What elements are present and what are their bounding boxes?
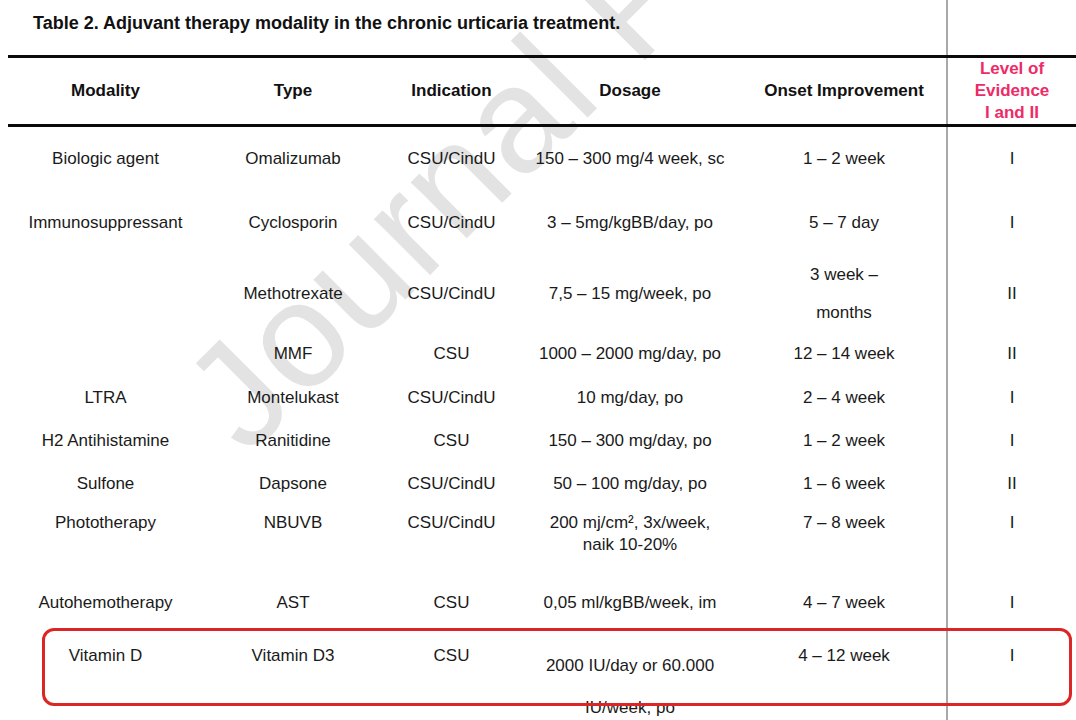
cell-evidence: I bbox=[948, 625, 1076, 720]
cell-onset: 5 – 7 day bbox=[740, 191, 948, 256]
cell-evidence: I bbox=[948, 582, 1076, 625]
cell-evidence: I bbox=[948, 126, 1076, 191]
cell-type: Omalizumab bbox=[203, 126, 383, 191]
cell-type: Montelukast bbox=[203, 377, 383, 420]
table-caption: Table 2. Adjuvant therapy modality in th… bbox=[33, 13, 620, 34]
table-row-ltra: LTRA Montelukast CSU/CindU 10 mg/day, po… bbox=[8, 377, 1076, 420]
cell-indication: CSU/CindU bbox=[383, 506, 520, 582]
cell-evidence: I bbox=[948, 191, 1076, 256]
cell-type: Dapsone bbox=[203, 463, 383, 506]
cell-onset: 12 – 14 week bbox=[740, 332, 948, 377]
table-row-methotrexate: Methotrexate CSU/CindU 7,5 – 15 mg/week,… bbox=[8, 256, 1076, 332]
table-row-h2-antihistamine: H2 Antihistamine Ranitidine CSU 150 – 30… bbox=[8, 420, 1076, 463]
cell-onset: 1 – 2 week bbox=[740, 126, 948, 191]
table-row-vitamin-d: Vitamin D Vitamin D3 CSU 2000 IU/day or … bbox=[8, 625, 1076, 720]
col-header-onset: Onset Improvement bbox=[740, 57, 948, 126]
cell-modality: Biologic agent bbox=[8, 126, 203, 191]
cell-modality: Immunosuppressant bbox=[8, 191, 203, 256]
cell-evidence: I bbox=[948, 506, 1076, 582]
cell-dosage: 2000 IU/day or 60.000 IU/week, po bbox=[520, 625, 740, 720]
cell-modality: Vitamin D bbox=[8, 625, 203, 720]
cell-indication: CSU/CindU bbox=[383, 191, 520, 256]
cell-onset: 2 – 4 week bbox=[740, 377, 948, 420]
table-row-biologic-agent: Biologic agent Omalizumab CSU/CindU 150 … bbox=[8, 126, 1076, 191]
col-header-type: Type bbox=[203, 57, 383, 126]
cell-indication: CSU bbox=[383, 332, 520, 377]
cell-evidence: I bbox=[948, 377, 1076, 420]
col-header-indication: Indication bbox=[383, 57, 520, 126]
cell-modality: H2 Antihistamine bbox=[8, 420, 203, 463]
cell-modality: Autohemotherapy bbox=[8, 582, 203, 625]
cell-evidence: I bbox=[948, 420, 1076, 463]
table-row-mmf: MMF CSU 1000 – 2000 mg/day, po 12 – 14 w… bbox=[8, 332, 1076, 377]
cell-dosage: 150 – 300 mg/day, po bbox=[520, 420, 740, 463]
cell-dosage: 50 – 100 mg/day, po bbox=[520, 463, 740, 506]
cell-dosage: 150 – 300 mg/4 week, sc bbox=[520, 126, 740, 191]
cell-dosage: 0,05 ml/kgBB/week, im bbox=[520, 582, 740, 625]
cell-onset: 1 – 6 week bbox=[740, 463, 948, 506]
cell-type: Ranitidine bbox=[203, 420, 383, 463]
cell-onset: 1 – 2 week bbox=[740, 420, 948, 463]
cell-dosage: 1000 – 2000 mg/day, po bbox=[520, 332, 740, 377]
table-row-autohemotherapy: Autohemotherapy AST CSU 0,05 ml/kgBB/wee… bbox=[8, 582, 1076, 625]
cell-dosage: 200 mj/cm², 3x/week, naik 10-20% bbox=[520, 506, 740, 582]
cell-indication: CSU bbox=[383, 625, 520, 720]
cell-type: Methotrexate bbox=[203, 256, 383, 332]
cell-type: Cyclosporin bbox=[203, 191, 383, 256]
cell-onset: 4 – 12 week bbox=[740, 625, 948, 720]
cell-onset: 7 – 8 week bbox=[740, 506, 948, 582]
header-row: Modality Type Indication Dosage Onset Im… bbox=[8, 57, 1076, 126]
cell-indication: CSU bbox=[383, 582, 520, 625]
cell-modality bbox=[8, 256, 203, 332]
cell-modality bbox=[8, 332, 203, 377]
cell-evidence: II bbox=[948, 332, 1076, 377]
cell-modality: LTRA bbox=[8, 377, 203, 420]
cell-type: Vitamin D3 bbox=[203, 625, 383, 720]
adjuvant-therapy-table: Modality Type Indication Dosage Onset Im… bbox=[8, 55, 1076, 720]
col-header-modality: Modality bbox=[8, 57, 203, 126]
cell-evidence: II bbox=[948, 256, 1076, 332]
table-row-phototherapy: Phototherapy NBUVB CSU/CindU 200 mj/cm²,… bbox=[8, 506, 1076, 582]
col-header-dosage: Dosage bbox=[520, 57, 740, 126]
cell-dosage: 10 mg/day, po bbox=[520, 377, 740, 420]
table-row-sulfone: Sulfone Dapsone CSU/CindU 50 – 100 mg/da… bbox=[8, 463, 1076, 506]
cell-indication: CSU/CindU bbox=[383, 256, 520, 332]
cell-modality: Sulfone bbox=[8, 463, 203, 506]
cell-indication: CSU/CindU bbox=[383, 126, 520, 191]
cell-dosage: 3 – 5mg/kgBB/day, po bbox=[520, 191, 740, 256]
cell-evidence: II bbox=[948, 463, 1076, 506]
cell-indication: CSU/CindU bbox=[383, 463, 520, 506]
cell-modality: Phototherapy bbox=[8, 506, 203, 582]
cell-type: NBUVB bbox=[203, 506, 383, 582]
cell-indication: CSU/CindU bbox=[383, 377, 520, 420]
cell-indication: CSU bbox=[383, 420, 520, 463]
cell-dosage: 7,5 – 15 mg/week, po bbox=[520, 256, 740, 332]
cell-type: MMF bbox=[203, 332, 383, 377]
cell-onset: 3 week – months bbox=[740, 256, 948, 332]
col-header-evidence: Level of Evidence I and II bbox=[948, 57, 1076, 126]
cell-type: AST bbox=[203, 582, 383, 625]
cell-onset: 4 – 7 week bbox=[740, 582, 948, 625]
table-row-immunosuppressant: Immunosuppressant Cyclosporin CSU/CindU … bbox=[8, 191, 1076, 256]
